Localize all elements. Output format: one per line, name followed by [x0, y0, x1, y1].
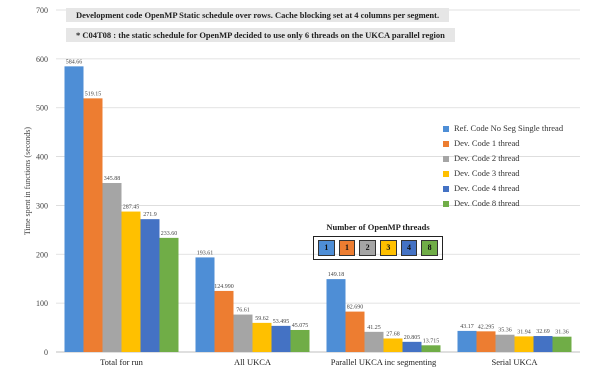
bar-data-label: 193.61 [197, 250, 214, 256]
bar-data-label: 519.15 [85, 91, 102, 97]
legend-label: Dev. Code 3 thread [454, 168, 520, 178]
bar-data-label: 35.36 [498, 328, 512, 334]
bar-data-label: 584.66 [66, 59, 83, 65]
legend-item: Dev. Code 8 thread [443, 196, 563, 211]
x-category-label: Total for run [100, 357, 144, 367]
legend-item: Dev. Code 1 thread [443, 136, 563, 151]
bar-data-label: 41.25 [367, 325, 381, 331]
bar-data-label: 82.690 [347, 305, 364, 311]
y-tick-label: 700 [36, 6, 48, 15]
legend-swatch [443, 125, 449, 132]
thread-chip: 4 [400, 240, 418, 256]
legend-label: Dev. Code 1 thread [454, 138, 520, 148]
bar [421, 345, 441, 352]
bar-data-label: 32.69 [536, 329, 550, 335]
bar-data-label: 233.60 [161, 231, 178, 237]
thread-legend-title: Number of OpenMP threads [326, 222, 430, 232]
thread-chip: 2 [359, 240, 376, 256]
bar [159, 237, 179, 352]
bar [533, 336, 553, 352]
bar-data-label: 271.9 [143, 212, 157, 218]
chart-legend: Ref. Code No Seg Single thread Dev. Code … [443, 121, 563, 211]
legend-item: Ref. Code No Seg Single thread [443, 121, 563, 136]
bar-data-label: 31.94 [517, 329, 531, 335]
x-category-label: Serial UKCA [491, 357, 538, 367]
bar-data-label: 27.68 [386, 331, 400, 337]
bar-data-label: 20.805 [404, 335, 421, 341]
y-axis-label: Time spent in functions (seconds) [23, 127, 32, 235]
y-tick-label: 0 [44, 348, 48, 357]
thread-chip: 1 [317, 240, 335, 256]
bar-data-label: 42.295 [478, 324, 495, 330]
bar-data-label: 43.17 [460, 324, 474, 330]
y-tick-label: 400 [36, 153, 48, 162]
bar-data-label: 345.88 [104, 176, 121, 182]
bar [514, 336, 534, 352]
bar [214, 290, 234, 352]
bar-data-label: 59.62 [255, 316, 269, 322]
bar [252, 322, 272, 352]
legend-swatch [443, 200, 449, 207]
y-tick-label: 300 [36, 201, 48, 210]
bar [383, 338, 403, 352]
bar [552, 336, 572, 352]
bar [476, 331, 496, 352]
bar-data-label: 13.715 [423, 338, 440, 344]
legend-item: Dev. Code 2 thread [443, 151, 563, 166]
bar [326, 279, 346, 352]
y-tick-label: 100 [36, 299, 48, 308]
bar [140, 219, 160, 352]
bar [457, 330, 477, 352]
legend-label: Ref. Code No Seg Single thread [454, 123, 564, 133]
bar [233, 314, 253, 352]
legend-swatch [443, 155, 449, 162]
thread-chip: 3 [380, 240, 397, 256]
legend-swatch [443, 140, 449, 147]
bar-data-label: 31.36 [555, 330, 569, 336]
bar-data-label: 53.495 [273, 319, 290, 325]
y-tick-label: 200 [36, 250, 48, 259]
chart-note-schedule: Development code OpenMP Static schedule … [66, 8, 450, 22]
y-tick-label: 600 [36, 55, 48, 64]
bar [64, 66, 84, 352]
bar [345, 311, 365, 352]
legend-label: Dev. Code 8 thread [454, 198, 520, 208]
bar-data-label: 76.61 [236, 308, 250, 314]
bar [364, 331, 384, 352]
x-category-label: Parallel UKCA inc segmenting [331, 357, 437, 367]
y-tick-label: 500 [36, 104, 48, 113]
bar [495, 334, 515, 352]
legend-label: Dev. Code 2 thread [454, 153, 520, 163]
bar-data-label: 287.45 [123, 205, 140, 211]
bar [83, 98, 103, 352]
bar [402, 341, 422, 352]
legend-swatch [443, 170, 449, 177]
legend-label: Dev. Code 4 thread [454, 183, 520, 193]
x-category-label: All UKCA [234, 357, 272, 367]
bar [121, 211, 141, 352]
legend-item: Dev. Code 4 thread [443, 181, 563, 196]
legend-item: Dev. Code 3 thread [443, 166, 563, 181]
thread-chip: 1 [338, 240, 356, 256]
bar-data-label: 149.18 [328, 272, 345, 278]
bar [271, 325, 291, 352]
bar-data-label: 124.990 [214, 284, 234, 290]
bar [102, 183, 122, 352]
bar [290, 329, 310, 352]
chart-note-threads: * C04T08 : the static schedule for OpenM… [66, 28, 455, 42]
legend-swatch [443, 185, 449, 192]
thread-chip: 8 [421, 240, 439, 256]
bar-data-label: 45.075 [292, 323, 309, 329]
bar [195, 257, 215, 352]
